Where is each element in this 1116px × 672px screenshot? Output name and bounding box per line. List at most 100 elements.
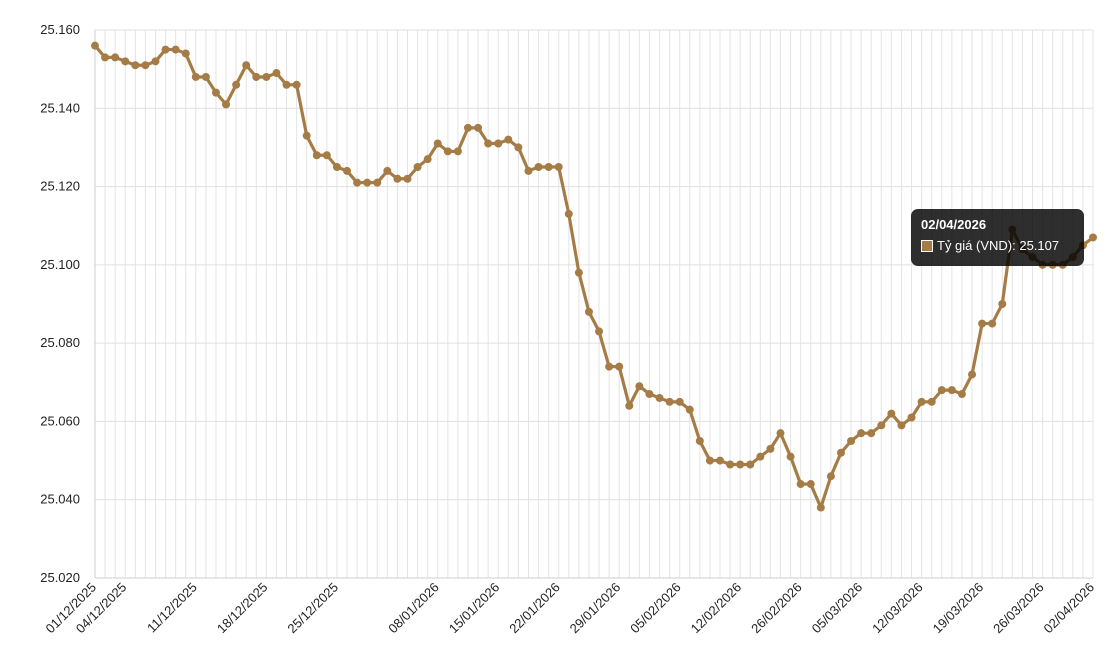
- data-point[interactable]: [211, 88, 220, 97]
- y-tick-label: 25.020: [40, 570, 80, 585]
- data-point[interactable]: [756, 452, 765, 461]
- chart-tooltip: 02/04/2026 Tỷ giá (VND): 25.107: [911, 209, 1084, 266]
- data-point[interactable]: [655, 393, 664, 402]
- data-point[interactable]: [595, 327, 604, 336]
- data-point[interactable]: [373, 178, 382, 187]
- data-point[interactable]: [494, 139, 503, 148]
- data-point[interactable]: [191, 72, 200, 81]
- data-point[interactable]: [353, 178, 362, 187]
- data-point[interactable]: [736, 460, 745, 469]
- data-point[interactable]: [978, 319, 987, 328]
- data-point[interactable]: [544, 163, 553, 171]
- data-point[interactable]: [524, 166, 533, 175]
- data-point[interactable]: [988, 319, 997, 328]
- data-point[interactable]: [413, 163, 422, 171]
- data-point[interactable]: [816, 503, 825, 512]
- data-point[interactable]: [534, 163, 543, 171]
- data-point[interactable]: [272, 69, 281, 78]
- data-point[interactable]: [403, 174, 412, 183]
- data-point[interactable]: [625, 401, 634, 410]
- data-point[interactable]: [776, 429, 785, 438]
- data-point[interactable]: [796, 480, 805, 489]
- data-point[interactable]: [685, 405, 694, 414]
- data-point[interactable]: [111, 53, 120, 62]
- data-point[interactable]: [171, 45, 180, 54]
- data-point[interactable]: [716, 456, 725, 465]
- data-point[interactable]: [141, 61, 150, 70]
- data-point[interactable]: [312, 151, 321, 160]
- data-point[interactable]: [665, 397, 674, 406]
- data-point[interactable]: [957, 390, 966, 399]
- data-point[interactable]: [363, 178, 372, 187]
- data-point[interactable]: [161, 45, 170, 54]
- data-point[interactable]: [474, 123, 483, 132]
- data-point[interactable]: [584, 307, 593, 316]
- data-point[interactable]: [1089, 233, 1097, 242]
- series-tygia: [91, 41, 1097, 512]
- data-point[interactable]: [847, 437, 856, 445]
- data-point[interactable]: [443, 147, 452, 156]
- data-point[interactable]: [232, 80, 241, 89]
- data-point[interactable]: [675, 397, 684, 406]
- data-point[interactable]: [927, 397, 936, 406]
- data-point[interactable]: [937, 386, 946, 395]
- data-point[interactable]: [101, 53, 110, 62]
- data-point[interactable]: [201, 72, 210, 81]
- data-point[interactable]: [917, 397, 926, 406]
- data-point[interactable]: [504, 135, 513, 144]
- data-point[interactable]: [121, 57, 130, 66]
- x-tick-label: 29/01/2026: [567, 580, 624, 637]
- data-point[interactable]: [615, 362, 624, 371]
- data-point[interactable]: [867, 429, 876, 438]
- data-point[interactable]: [383, 166, 392, 175]
- data-point[interactable]: [131, 61, 140, 70]
- data-point[interactable]: [343, 166, 352, 175]
- data-point[interactable]: [463, 123, 472, 132]
- data-point[interactable]: [332, 163, 341, 171]
- data-point[interactable]: [423, 155, 432, 164]
- data-point[interactable]: [766, 444, 775, 453]
- data-point[interactable]: [695, 437, 704, 445]
- data-point[interactable]: [635, 382, 644, 391]
- data-point[interactable]: [252, 72, 261, 81]
- data-point[interactable]: [574, 268, 583, 277]
- data-point[interactable]: [322, 151, 331, 160]
- data-point[interactable]: [705, 456, 714, 465]
- data-point[interactable]: [554, 163, 563, 171]
- data-point[interactable]: [746, 460, 755, 469]
- data-point[interactable]: [998, 300, 1007, 308]
- data-point[interactable]: [433, 139, 442, 148]
- data-point[interactable]: [907, 413, 916, 422]
- data-point[interactable]: [836, 448, 845, 457]
- data-point[interactable]: [887, 409, 896, 418]
- data-point[interactable]: [726, 460, 735, 469]
- data-point[interactable]: [826, 472, 835, 481]
- data-point[interactable]: [947, 386, 956, 395]
- data-point[interactable]: [453, 147, 462, 156]
- data-point[interactable]: [786, 452, 795, 461]
- data-point[interactable]: [605, 362, 614, 371]
- y-tick-label: 25.040: [40, 492, 80, 507]
- data-point[interactable]: [181, 49, 190, 58]
- data-point[interactable]: [514, 143, 523, 152]
- data-point[interactable]: [564, 209, 573, 218]
- data-point[interactable]: [242, 61, 251, 70]
- data-point[interactable]: [393, 174, 402, 183]
- data-point[interactable]: [262, 72, 271, 81]
- x-tick-label: 05/03/2026: [809, 580, 866, 637]
- data-point[interactable]: [968, 370, 977, 379]
- data-point[interactable]: [806, 480, 815, 489]
- data-point[interactable]: [877, 421, 886, 430]
- data-point[interactable]: [292, 80, 301, 89]
- data-point[interactable]: [91, 41, 99, 50]
- data-point[interactable]: [302, 131, 311, 140]
- data-point[interactable]: [897, 421, 906, 430]
- data-point[interactable]: [484, 139, 493, 148]
- data-point[interactable]: [151, 57, 160, 66]
- data-point[interactable]: [282, 80, 291, 89]
- data-point[interactable]: [857, 429, 866, 438]
- data-point[interactable]: [222, 100, 231, 109]
- data-point[interactable]: [645, 390, 654, 399]
